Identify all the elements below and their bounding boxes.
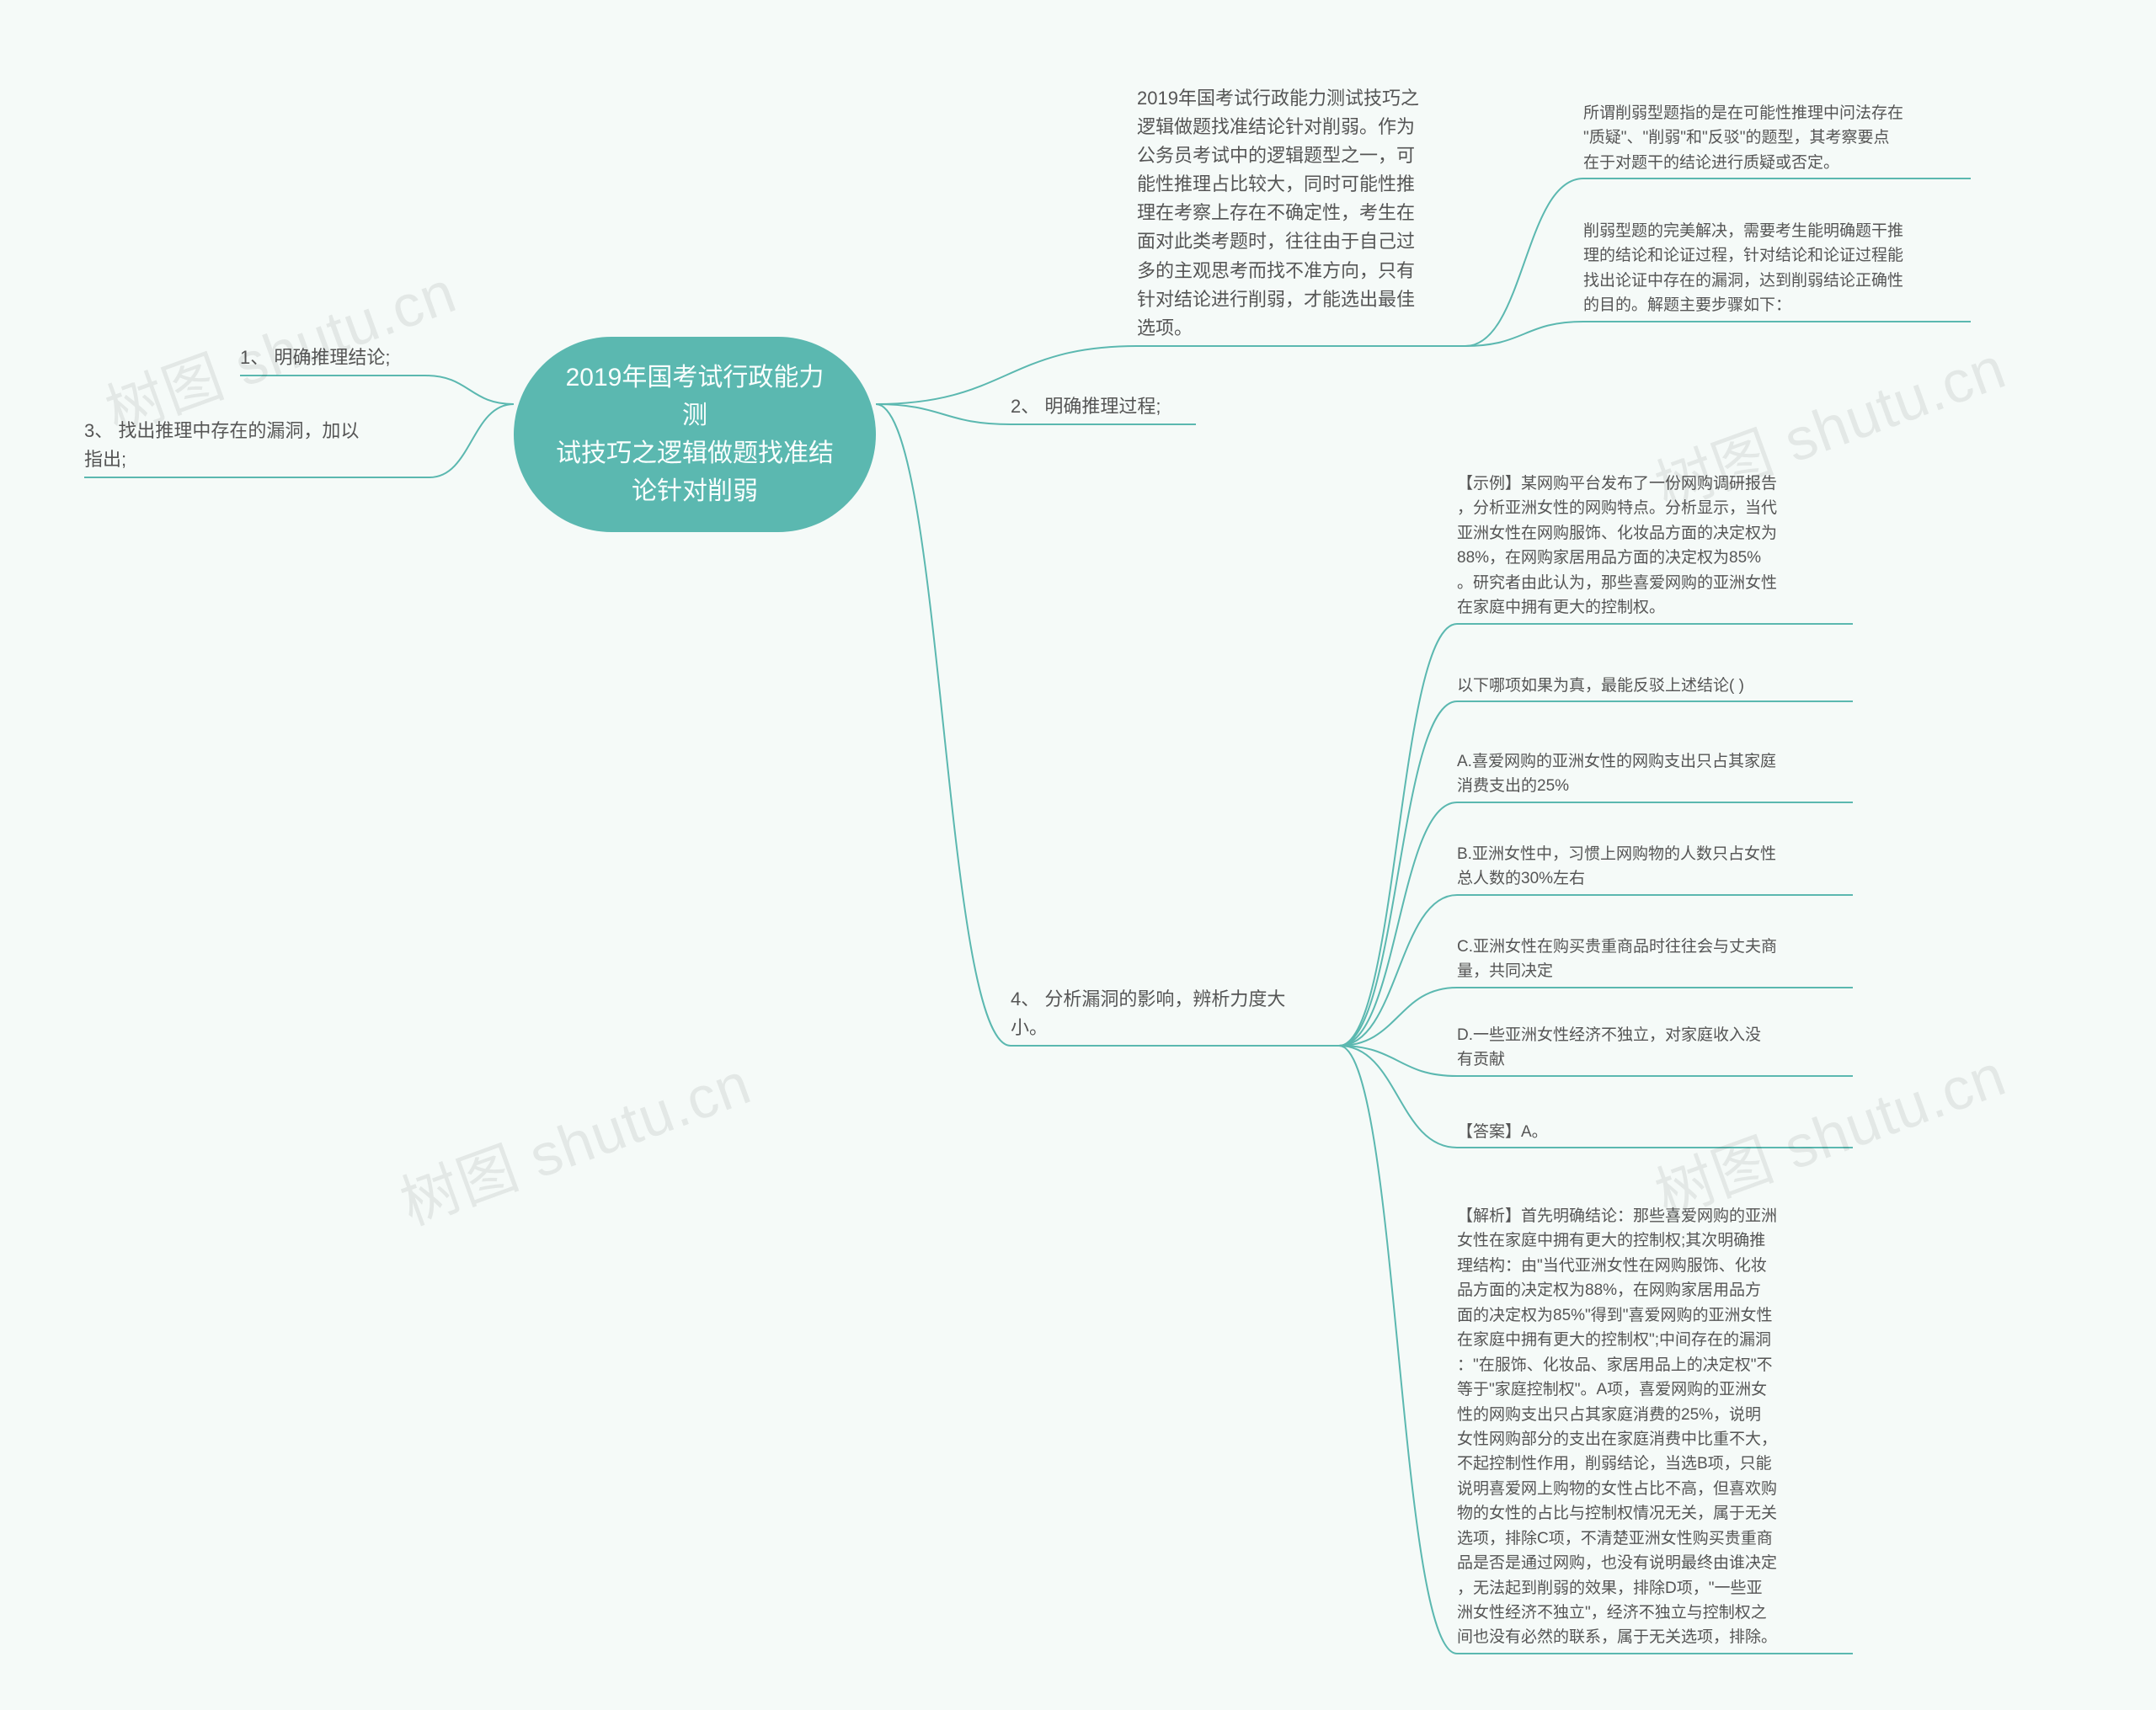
left-branch-1: 3、 找出推理中存在的漏洞，加以 指出; [84, 417, 430, 474]
center-topic[interactable]: 2019年国考试行政能力测 试技巧之逻辑做题找准结 论针对削弱 [514, 337, 876, 532]
right-branch-2-child-0: 【示例】某网购平台发布了一份网购调研报告 ，分析亚洲女性的网购特点。分析显示，当… [1457, 471, 1853, 621]
right-branch-2-child-6: 【答案】A。 [1457, 1120, 1853, 1144]
right-branch-2-child-5: D.一些亚洲女性经济不独立，对家庭收入没 有贡献 [1457, 1023, 1853, 1073]
right-branch-2-child-2: A.喜爱网购的亚洲女性的网购支出只占其家庭 消费支出的25% [1457, 749, 1853, 799]
right-branch-0: 2019年国考试行政能力测试技巧之 逻辑做题找准结论针对削弱。作为 公务员考试中… [1137, 84, 1465, 343]
right-branch-2-child-7: 【解析】首先明确结论：那些喜爱网购的亚洲 女性在家庭中拥有更大的控制权;其次明确… [1457, 1204, 1853, 1650]
right-branch-2-child-1: 以下哪项如果为真，最能反驳上述结论( ) [1457, 674, 1853, 698]
right-branch-2-child-4: C.亚洲女性在购买贵重商品时往往会与丈夫商 量，共同决定 [1457, 935, 1853, 984]
watermark-2: 树图 shutu.cn [387, 1036, 760, 1242]
right-branch-2: 4、 分析漏洞的影响，辨析力度大 小。 [1011, 985, 1339, 1042]
right-branch-0-child-1: 削弱型题的完美解决，需要考生能明确题干推 理的结论和论证过程，针对结论和论证过程… [1583, 219, 1971, 318]
mindmap-canvas: 2019年国考试行政能力测 试技巧之逻辑做题找准结 论针对削弱 1、 明确推理结论… [0, 0, 2156, 1710]
right-branch-2-child-3: B.亚洲女性中，习惯上网购物的人数只占女性 总人数的30%左右 [1457, 842, 1853, 892]
right-branch-1: 2、 明确推理过程; [1011, 392, 1196, 421]
right-branch-0-child-0: 所谓削弱型题指的是在可能性推理中问法存在 "质疑"、"削弱"和"反驳"的题型，其… [1583, 101, 1971, 175]
left-branch-0: 1、 明确推理结论; [240, 344, 425, 372]
